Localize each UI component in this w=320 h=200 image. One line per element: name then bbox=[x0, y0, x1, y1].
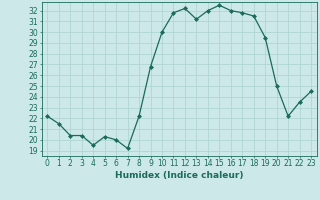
X-axis label: Humidex (Indice chaleur): Humidex (Indice chaleur) bbox=[115, 171, 244, 180]
